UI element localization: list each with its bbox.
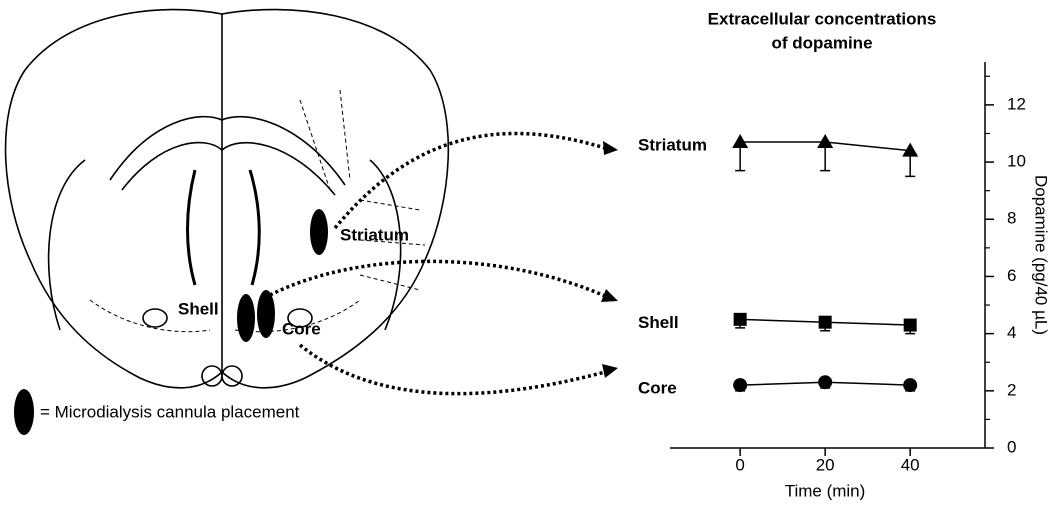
nucleus [287,308,313,328]
region-label: Shell [178,299,219,318]
y-tick-label: 6 [1007,266,1016,285]
optic [221,365,243,387]
legend-cannula [14,389,34,435]
arrowheads [601,141,618,378]
inner-structure [89,89,426,333]
brain-diagram [4,8,450,389]
arrowhead [603,141,618,155]
ventricle [186,169,261,286]
series-label: Core [638,379,677,398]
series-label: Shell [638,313,679,332]
y-tick-label: 8 [1007,209,1016,228]
x-tick-label: 20 [816,455,835,474]
y-axis-label: Dopamine (pg/40 µL) [1032,175,1051,335]
chart-title: Extracellular concentrations [708,9,937,28]
region-label: Core [282,319,321,338]
arrows [269,131,606,396]
arrow [298,343,606,396]
y-tick-label: 4 [1007,323,1016,342]
arrowhead [601,289,618,302]
y-tick-label: 12 [1007,94,1026,113]
arrow [269,259,606,298]
cortex-line [47,159,402,331]
x-axis-label: Time (min) [785,481,866,500]
arrowhead [602,364,618,378]
cannula [237,294,255,342]
cannula [310,209,328,255]
corpus-callosum [109,115,346,196]
y-tick-label: 0 [1007,437,1016,456]
y-tick-label: 10 [1007,152,1026,171]
marker [817,134,834,149]
marker [903,318,917,332]
legend-text: = Microdialysis cannula placement [40,402,300,421]
y-tick-label: 2 [1007,380,1016,399]
marker [818,375,833,390]
chart-title: of dopamine [771,33,872,52]
marker [733,378,748,393]
arrow [333,131,606,230]
nucleus [142,308,168,328]
brain-outline [4,8,450,389]
cannula [257,290,275,338]
region-label: Striatum [340,225,409,244]
optic [201,365,223,387]
marker [903,378,918,393]
x-tick-label: 40 [901,455,920,474]
x-tick-label: 0 [735,455,744,474]
marker [732,134,749,149]
marker [733,312,747,326]
series-label: Striatum [638,136,707,155]
marker [902,142,919,157]
marker [818,315,832,329]
